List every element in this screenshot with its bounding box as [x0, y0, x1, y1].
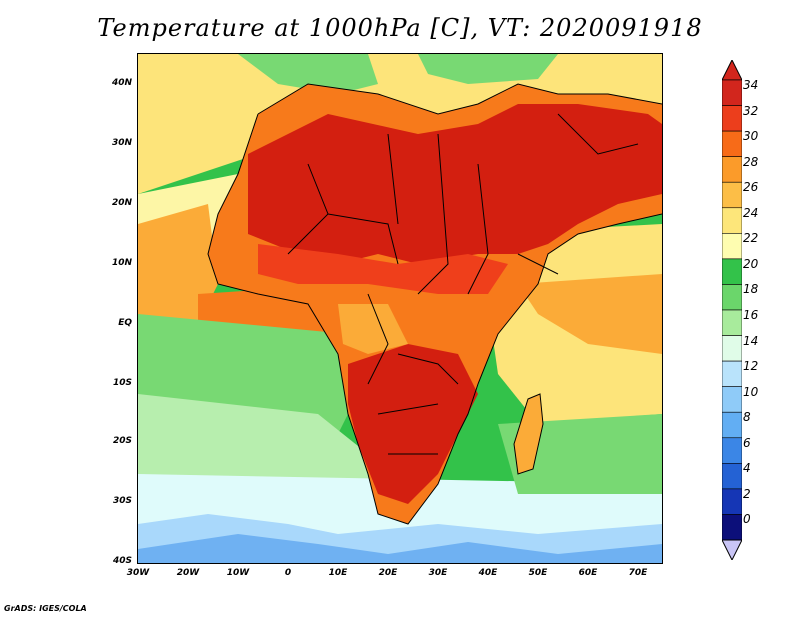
lat-label-20s: 20S — [112, 436, 132, 446]
lon-label-30e: 30E — [428, 568, 448, 578]
lat-label-30s: 30S — [112, 496, 132, 506]
colorbar-label: 2 — [743, 486, 751, 501]
ocean-south-blue — [138, 534, 662, 563]
colorbar-swatch — [722, 181, 742, 209]
africa-congo-green — [338, 304, 408, 354]
colorbar-swatch — [722, 207, 742, 234]
temperature-map — [137, 53, 663, 564]
colorbar-label: 32 — [743, 103, 759, 118]
lon-label-20w: 20W — [176, 568, 200, 578]
lat-label-40n: 40N — [111, 78, 132, 88]
lat-label-20n: 20N — [111, 198, 132, 208]
colorbar-boxes — [722, 60, 742, 560]
colorbar-swatch — [722, 514, 742, 541]
colorbar-label: 6 — [743, 435, 751, 450]
europe-east — [418, 54, 558, 84]
colorbar-swatch — [722, 233, 742, 260]
colorbar-label: 26 — [743, 180, 759, 195]
colorbar-label: 12 — [743, 359, 759, 374]
colorbar — [722, 60, 742, 560]
colorbar-label: 4 — [743, 461, 751, 476]
colorbar-swatch — [722, 284, 742, 311]
colorbar-label: 20 — [743, 256, 759, 271]
colorbar-swatch — [722, 309, 742, 336]
colorbar-label: 0 — [743, 512, 751, 527]
grads-credit: GrADS: IGES/COLA — [4, 604, 87, 613]
colorbar-label: 22 — [743, 231, 759, 246]
colorbar-swatch — [722, 335, 742, 362]
lon-label-10w: 10W — [226, 568, 250, 578]
lon-label-0: 0 — [284, 568, 292, 578]
country-borders — [207, 83, 662, 525]
africa-hot-north — [248, 104, 662, 264]
colorbar-swatch — [722, 79, 742, 106]
colorbar-label: 8 — [743, 410, 751, 425]
colorbar-label: 16 — [743, 308, 759, 322]
colorbar-swatch — [722, 258, 742, 285]
chart-title: Temperature at 1000hPa [C], VT: 20200919… — [97, 14, 703, 42]
colorbar-swatch — [722, 411, 742, 439]
lon-label-40e: 40E — [478, 568, 498, 578]
lon-label-10e: 10E — [328, 568, 348, 578]
colorbar-label: 30 — [743, 129, 759, 144]
colorbar-label: 18 — [743, 282, 759, 297]
colorbar-label: 10 — [743, 384, 759, 399]
colorbar-swatch — [722, 386, 742, 413]
africa-hot-south — [348, 344, 478, 504]
africa-warm-sahel — [258, 244, 508, 294]
lat-label-eq: EQ — [118, 318, 132, 328]
ocean-indian-orange — [518, 274, 662, 354]
madagascar — [514, 394, 543, 474]
colorbar-label: 28 — [743, 154, 759, 169]
colorbar-bottom-arrow — [722, 539, 742, 560]
lon-label-70e: 70E — [628, 568, 648, 578]
colorbar-swatch — [722, 105, 742, 132]
lon-label-30w: 30W — [126, 568, 150, 578]
colorbar-swatch — [722, 130, 742, 157]
colorbar-swatch — [722, 156, 742, 183]
colorbar-swatch — [722, 437, 742, 464]
lat-label-10s: 10S — [112, 378, 132, 388]
colorbar-label: 14 — [743, 333, 759, 348]
colorbar-swatch — [722, 488, 742, 515]
colorbar-label: 34 — [743, 78, 759, 92]
colorbar-swatch — [722, 360, 742, 387]
lon-label-50e: 50E — [528, 568, 548, 578]
lon-label-60e: 60E — [578, 568, 598, 578]
colorbar-label: 24 — [743, 205, 759, 220]
colorbar-swatch — [722, 463, 742, 490]
lon-label-20e: 20E — [378, 568, 398, 578]
colorbar-top-arrow — [722, 60, 742, 81]
lat-label-30n: 30N — [111, 138, 132, 148]
lat-label-10n: 10N — [111, 258, 132, 268]
map-canvas — [138, 54, 662, 563]
lat-label-40s: 40S — [112, 556, 132, 566]
europe-green — [238, 54, 378, 94]
